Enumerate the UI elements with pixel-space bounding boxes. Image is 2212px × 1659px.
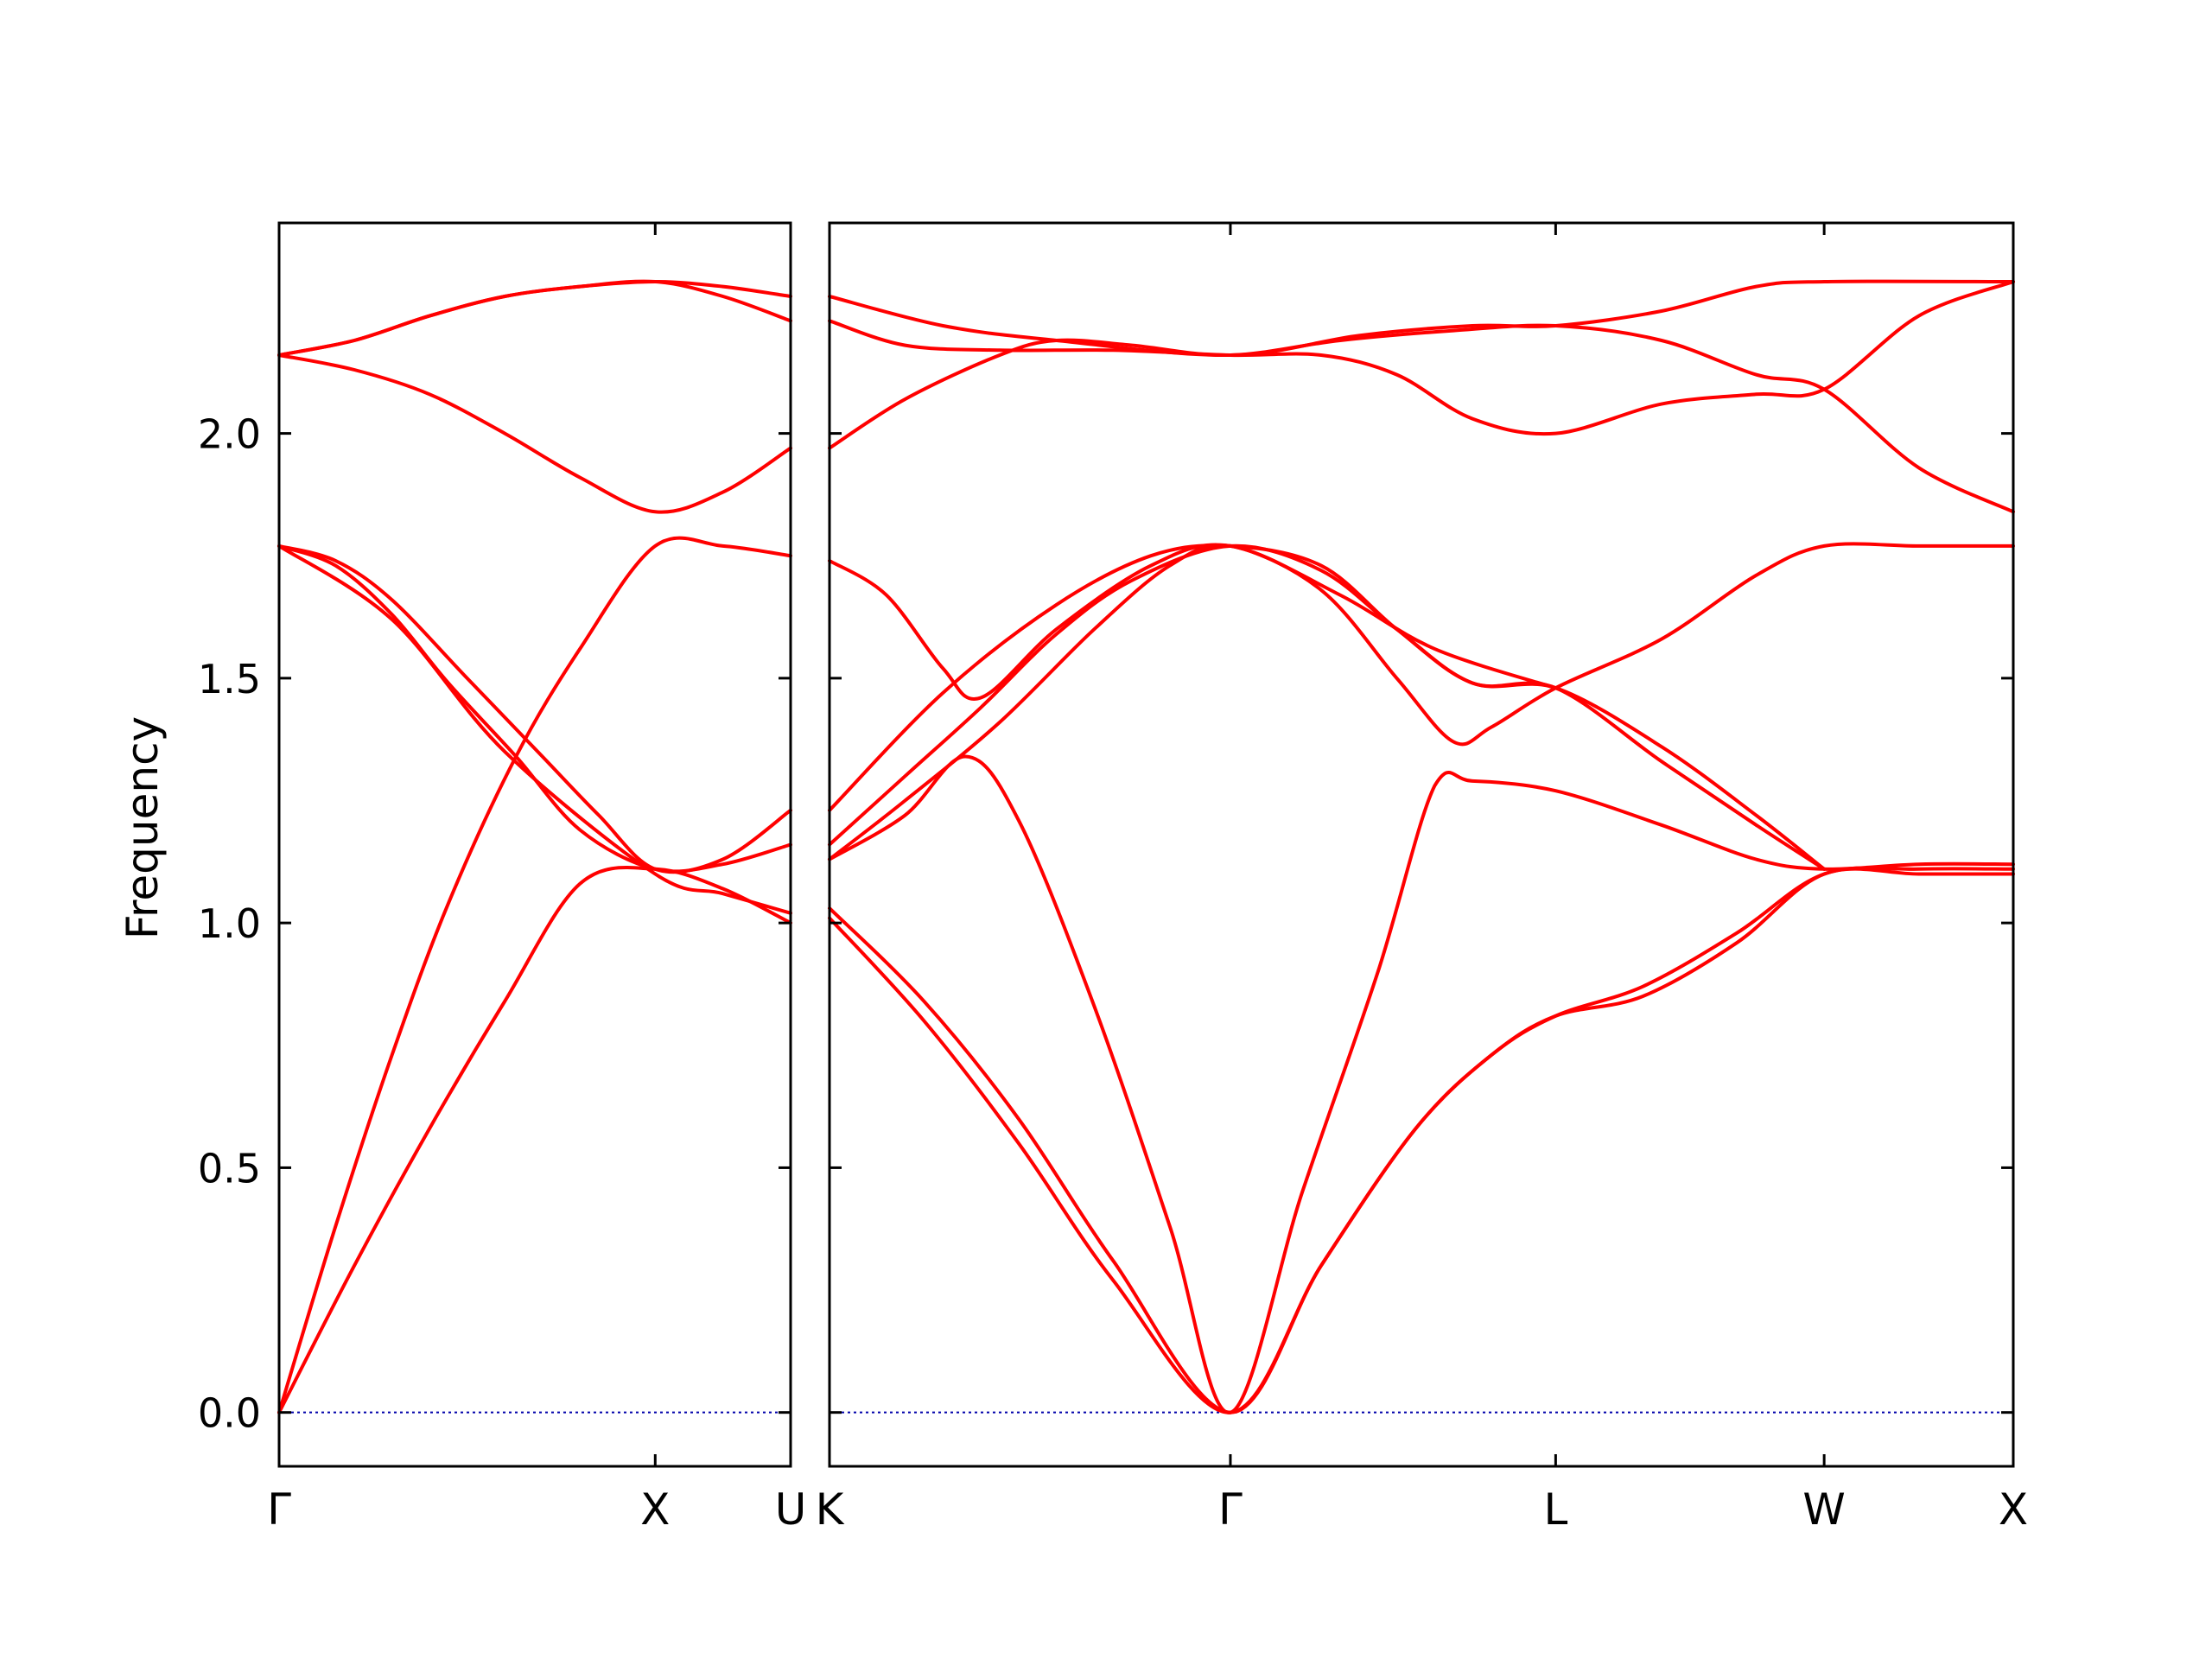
y-tick-labels: 0.0 0.5 1.0 1.5 2.0 <box>198 411 261 1437</box>
kpoint-label: W <box>1802 1484 1845 1535</box>
band-line <box>828 542 2015 861</box>
band-line <box>277 279 792 357</box>
kpoint-label: X <box>640 1484 670 1535</box>
y-tick-label: 2.0 <box>198 411 261 458</box>
band-line <box>828 323 2015 514</box>
y-tick-label: 1.5 <box>198 656 261 702</box>
band-line <box>828 866 2015 1414</box>
kpoint-label: U <box>775 1484 807 1535</box>
plot-frame <box>277 221 792 1468</box>
band-line <box>277 543 792 874</box>
band-line <box>828 543 1827 871</box>
y-tick-label: 0.0 <box>198 1390 261 1437</box>
band-line <box>828 280 2015 436</box>
y-tick-label: 1.0 <box>198 900 261 947</box>
y-tick-label: 0.5 <box>198 1145 261 1192</box>
band-line <box>828 279 2015 358</box>
kpoint-label: X <box>1999 1484 2028 1535</box>
band-line <box>277 353 792 514</box>
band-line <box>828 754 2015 1414</box>
kpoint-label: K <box>816 1484 845 1535</box>
kpoint-label: L <box>1543 1484 1567 1535</box>
band-line <box>277 866 792 1414</box>
band-line <box>277 543 792 874</box>
band-line <box>277 543 792 915</box>
kpoint-label: Γ <box>1218 1484 1243 1535</box>
band-line <box>828 543 1827 871</box>
plot-frame <box>828 221 2015 1468</box>
kpoint-label: Γ <box>267 1484 291 1535</box>
band-line <box>828 867 2015 1414</box>
band-line <box>828 543 1558 701</box>
band-line <box>277 536 792 1414</box>
y-axis-label: Frequency <box>118 716 168 939</box>
